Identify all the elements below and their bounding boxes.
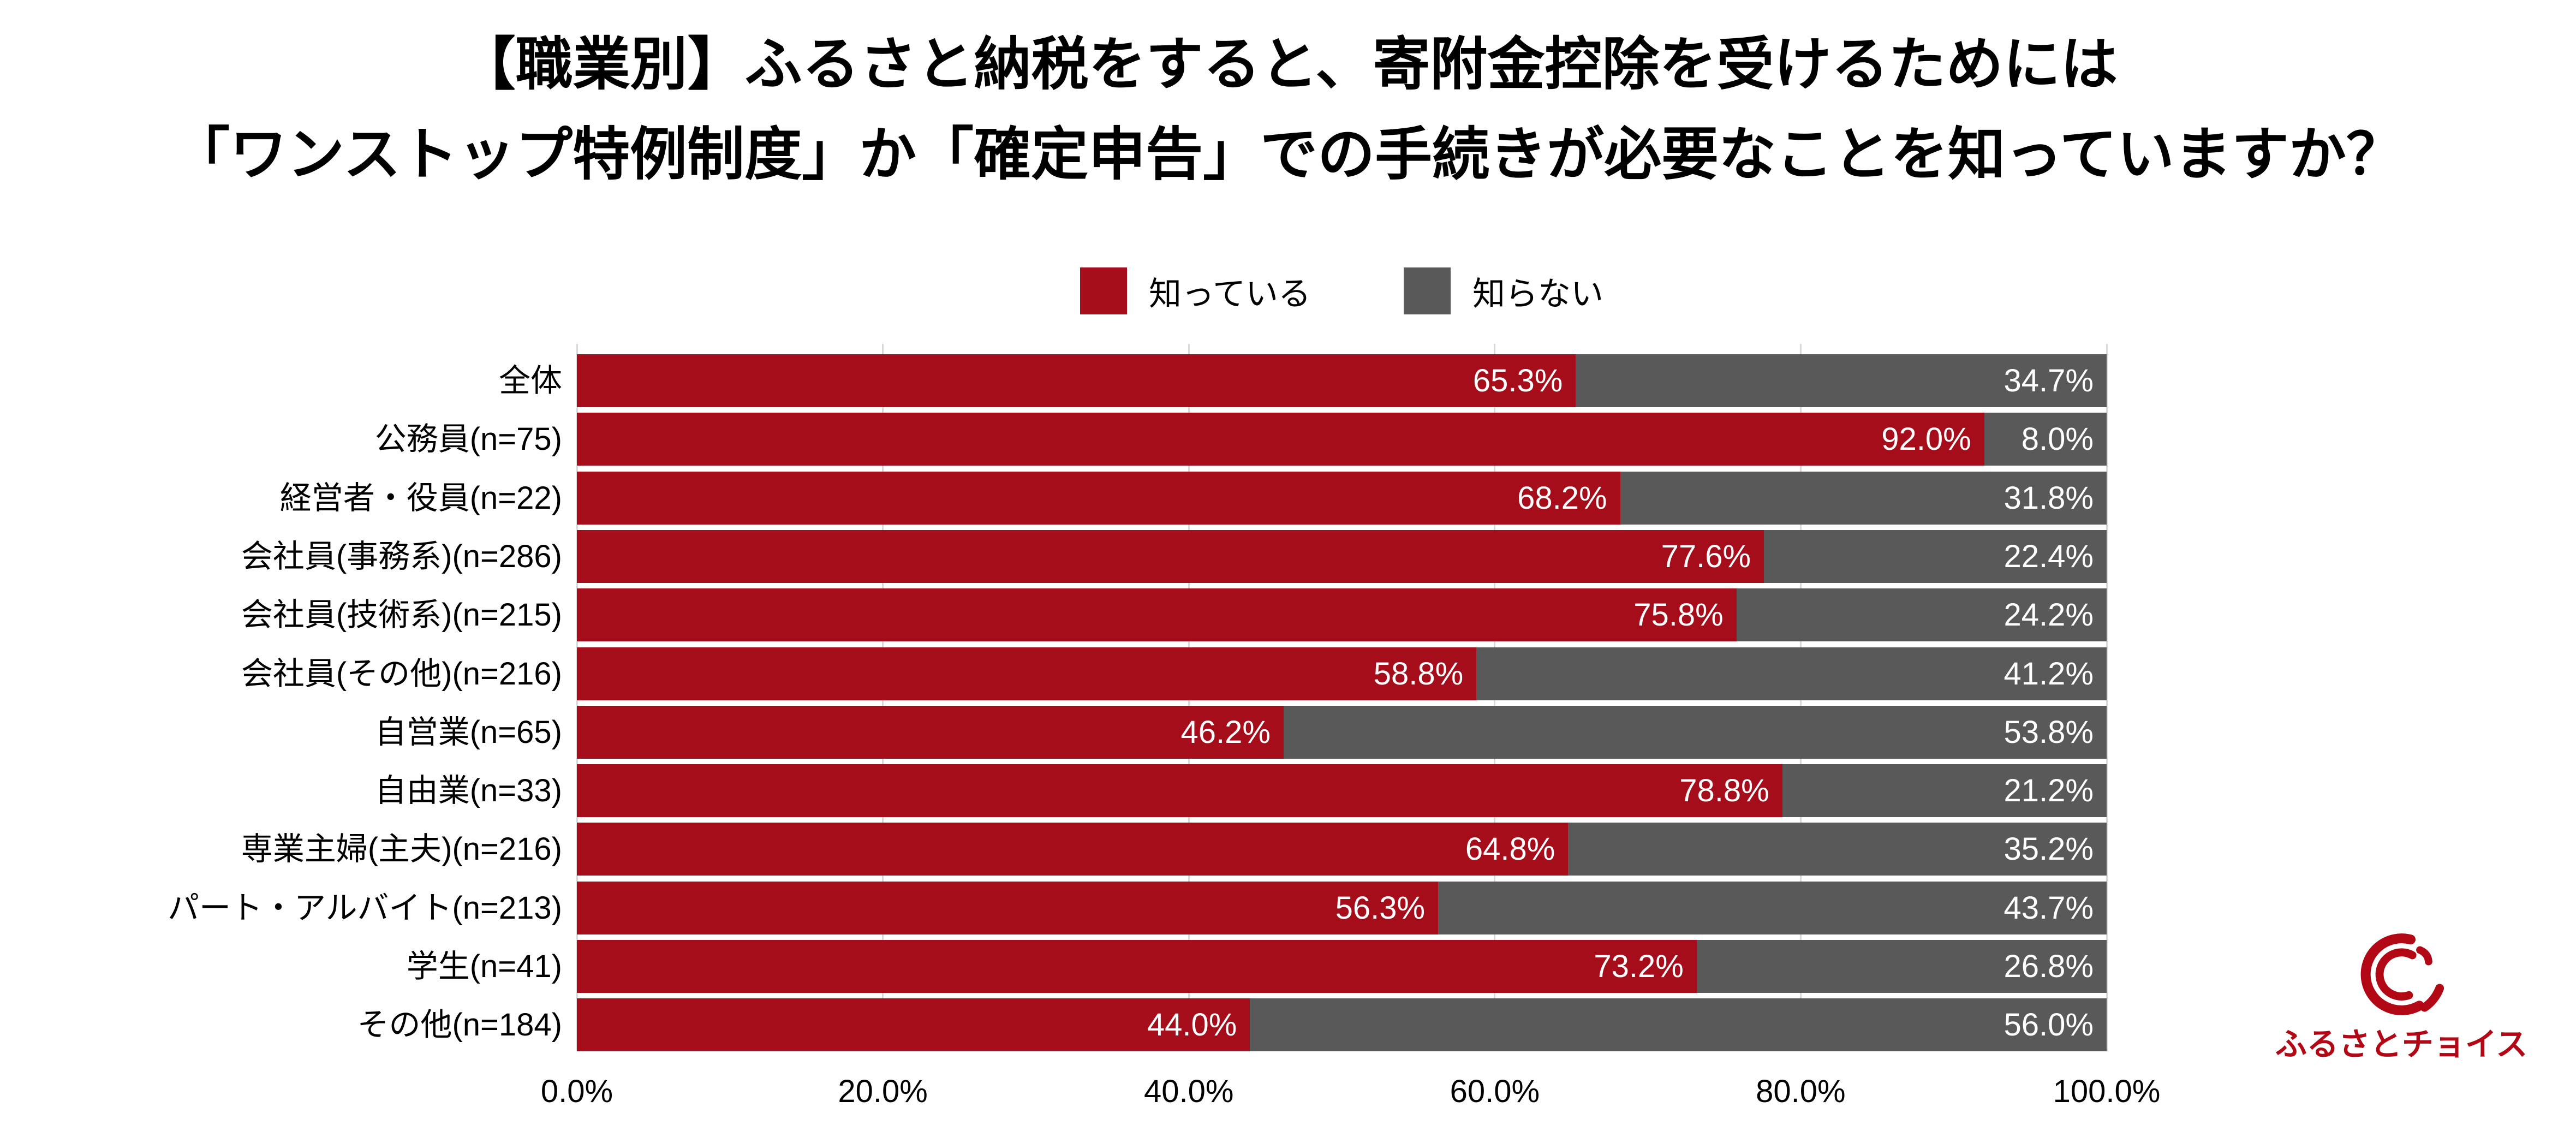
- category-label: その他(n=184): [357, 1007, 562, 1043]
- legend-swatch-shitteiru: [1080, 267, 1127, 314]
- value-label-unknown: 24.2%: [2003, 597, 2094, 633]
- x-axis-tick-label: 0.0%: [540, 1074, 613, 1109]
- bar-segment-unknown: 35.2%: [1568, 823, 2107, 876]
- chart-title-line2: 「ワンストップ特例制度」か「確定申告」での手続きが必要なことを知っていますか？: [172, 123, 2404, 187]
- bar-segment-unknown: 41.2%: [1476, 647, 2107, 700]
- bar-row: 会社員(技術系)(n=215) 75.8% 24.2%: [0, 588, 2576, 642]
- bar-segment-unknown: 53.8%: [1283, 705, 2107, 759]
- legend-item-shiranai: 知らない: [1404, 267, 1603, 315]
- value-label-unknown: 41.2%: [2003, 656, 2094, 692]
- bar-segment-known: 78.8%: [577, 764, 1782, 818]
- bar-segment-known: 73.2%: [577, 940, 1697, 993]
- value-label-unknown: 22.4%: [2003, 538, 2094, 574]
- value-label-known: 44.0%: [1147, 1007, 1237, 1043]
- x-axis-tick-label: 100.0%: [2053, 1074, 2161, 1109]
- x-axis-tick-label: 40.0%: [1143, 1074, 1234, 1109]
- bar-row: 学生(n=41) 73.2% 26.8%: [0, 940, 2576, 993]
- bar-segment-unknown: 34.7%: [1576, 354, 2107, 407]
- legend: 知っている 知らない: [577, 261, 2107, 321]
- bar-row: パート・アルバイト(n=213) 56.3% 43.7%: [0, 881, 2576, 934]
- plot-area: 全体 65.3% 34.7% 公務員(n=75) 92.0% 8.0% 経営者・役員(n=2…: [0, 344, 2576, 1052]
- category-label: 自由業(n=33): [374, 773, 562, 809]
- value-label-known: 56.3%: [1335, 890, 1426, 926]
- brand-logo-text: ふるさとチョイス: [2275, 1027, 2528, 1062]
- bar-row: その他(n=184) 44.0% 56.0%: [0, 998, 2576, 1052]
- value-label-known: 77.6%: [1661, 538, 1751, 574]
- furusato-choice-logo-mark: [2360, 933, 2444, 1015]
- category-label: 会社員(技術系)(n=215): [241, 597, 562, 633]
- category-label: 公務員(n=75): [374, 421, 562, 457]
- bar-segment-known: 65.3%: [577, 354, 1576, 407]
- category-label: 専業主婦(主夫)(n=216): [241, 831, 562, 867]
- x-axis-tick-label: 80.0%: [1756, 1074, 1846, 1109]
- bar-segment-known: 75.8%: [577, 588, 1737, 642]
- value-label-unknown: 21.2%: [2003, 773, 2094, 809]
- value-label-known: 73.2%: [1594, 949, 1684, 984]
- bar-segment-unknown: 22.4%: [1764, 529, 2107, 583]
- bar-segment-unknown: 24.2%: [1736, 588, 2107, 642]
- legend-swatch-shiranai: [1404, 267, 1451, 314]
- value-label-unknown: 56.0%: [2003, 1007, 2094, 1043]
- value-label-unknown: 34.7%: [2003, 363, 2094, 398]
- category-label: 会社員(その他)(n=216): [241, 656, 562, 692]
- bar-segment-unknown: 31.8%: [1620, 471, 2107, 525]
- bar-segment-unknown: 26.8%: [1696, 940, 2107, 993]
- chart-title-line1: 【職業別】ふるさと納税をすると、寄附金控除を受けるためには: [458, 33, 2118, 97]
- x-axis: 0.0% 20.0% 40.0% 60.0% 80.0% 100.0%: [0, 1073, 2576, 1122]
- category-label: 学生(n=41): [406, 949, 562, 984]
- value-label-unknown: 35.2%: [2003, 831, 2094, 867]
- bar-row: 専業主婦(主夫)(n=216) 64.8% 35.2%: [0, 823, 2576, 876]
- bar-segment-known: 68.2%: [577, 471, 1620, 525]
- value-label-known: 78.8%: [1679, 773, 1769, 809]
- value-label-known: 64.8%: [1465, 831, 1555, 867]
- bar-segment-unknown: 56.0%: [1250, 998, 2107, 1052]
- value-label-known: 92.0%: [1881, 421, 1971, 457]
- x-axis-tick-label: 20.0%: [838, 1074, 928, 1109]
- value-label-unknown: 53.8%: [2003, 714, 2094, 750]
- legend-item-shitteiru: 知っている: [1080, 267, 1311, 315]
- value-label-known: 75.8%: [1633, 597, 1724, 633]
- bar-row: 自営業(n=65) 46.2% 53.8%: [0, 705, 2576, 759]
- legend-label-shiranai: 知らない: [1472, 275, 1603, 312]
- category-label: 全体: [498, 363, 562, 398]
- bar-segment-known: 64.8%: [577, 823, 1569, 876]
- value-label-unknown: 26.8%: [2003, 949, 2094, 984]
- bar-segment-known: 58.8%: [577, 647, 1477, 700]
- value-label-known: 58.8%: [1373, 656, 1464, 692]
- brand-logo: ふるさとチョイス: [2265, 928, 2538, 1062]
- value-label-unknown: 31.8%: [2003, 480, 2094, 516]
- bar-segment-unknown: 21.2%: [1782, 764, 2107, 818]
- category-label: 経営者・役員(n=22): [279, 480, 562, 516]
- value-label-unknown: 8.0%: [2021, 421, 2094, 457]
- value-label-known: 65.3%: [1472, 363, 1563, 398]
- gridline-100.0%: [2106, 344, 2108, 1051]
- bar-row: 公務員(n=75) 92.0% 8.0%: [0, 413, 2576, 466]
- value-label-known: 46.2%: [1180, 714, 1271, 750]
- x-axis-tick-label: 60.0%: [1450, 1074, 1540, 1109]
- bar-segment-known: 44.0%: [577, 998, 1250, 1052]
- bar-row: 全体 65.3% 34.7%: [0, 354, 2576, 407]
- bar-segment-known: 56.3%: [577, 881, 1439, 934]
- bar-row: 自由業(n=33) 78.8% 21.2%: [0, 764, 2576, 818]
- value-label-known: 68.2%: [1517, 480, 1607, 516]
- bar-row: 会社員(その他)(n=216) 58.8% 41.2%: [0, 647, 2576, 700]
- bar-row: 会社員(事務系)(n=286) 77.6% 22.4%: [0, 529, 2576, 583]
- bar-segment-known: 92.0%: [577, 413, 1984, 466]
- category-label: 会社員(事務系)(n=286): [241, 538, 562, 574]
- value-label-unknown: 43.7%: [2003, 890, 2094, 926]
- chart-title: 【職業別】ふるさと納税をすると、寄附金控除を受けるためには 「ワンストップ特例制…: [0, 20, 2576, 200]
- bar-segment-unknown: 8.0%: [1984, 413, 2107, 466]
- category-label: パート・アルバイト(n=213): [168, 890, 562, 926]
- bar-segment-unknown: 43.7%: [1438, 881, 2107, 934]
- bar-segment-known: 77.6%: [577, 529, 1764, 583]
- category-label: 自営業(n=65): [374, 714, 562, 750]
- bar-segment-known: 46.2%: [577, 705, 1284, 759]
- bar-row: 経営者・役員(n=22) 68.2% 31.8%: [0, 471, 2576, 525]
- legend-label-shitteiru: 知っている: [1149, 275, 1311, 312]
